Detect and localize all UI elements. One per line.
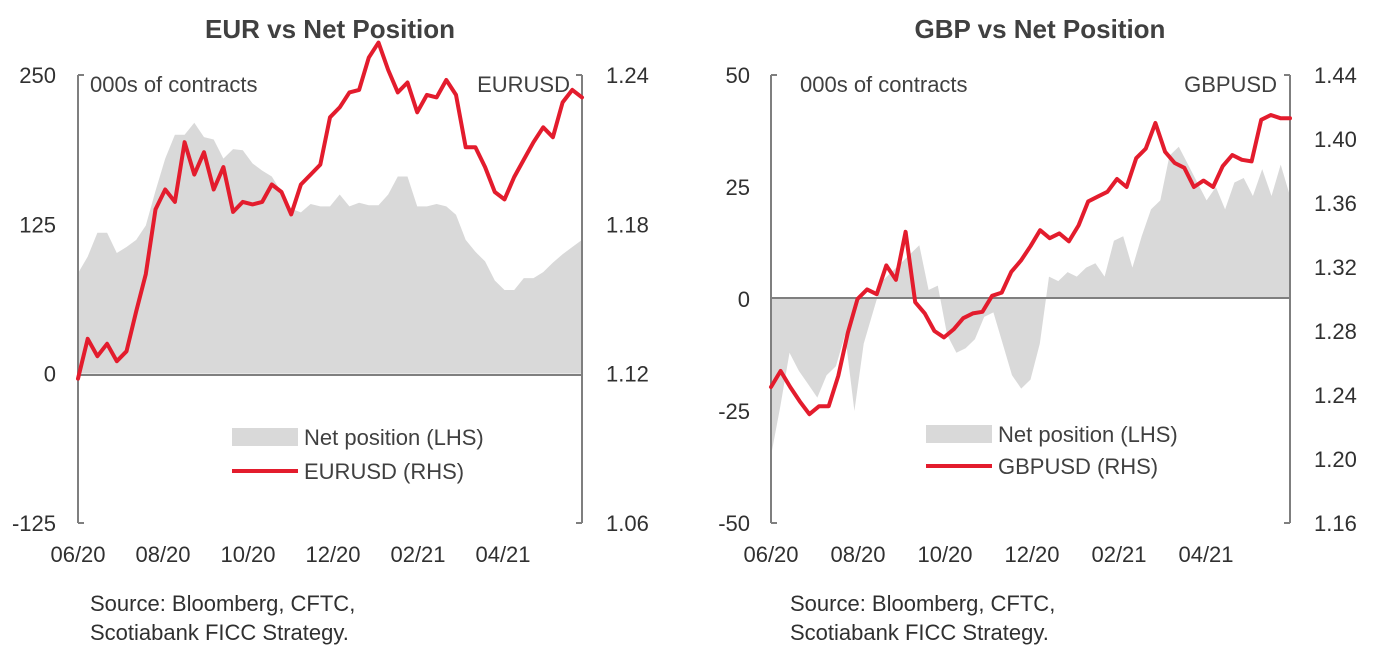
source-line-1: Source: Bloomberg, CFTC, (90, 591, 355, 616)
x-axis-ticks: 06/20 08/20 10/20 12/20 02/21 04/21 (743, 542, 1233, 567)
x-tick-label: 04/21 (1178, 542, 1233, 567)
left-axis-ticks: 250 125 0 -125 (12, 63, 56, 536)
source-line-2: Scotiabank FICC Strategy. (90, 620, 349, 645)
eur-chart: EUR vs Net Position 000s of contracts EU… (12, 14, 649, 645)
x-tick-label: 10/20 (917, 542, 972, 567)
legend-label-line: EURUSD (RHS) (304, 459, 464, 484)
area-layer (771, 146, 1290, 456)
x-tick-label: 08/20 (830, 542, 885, 567)
x-tick-label: 08/20 (135, 542, 190, 567)
x-axis-ticks: 06/20 08/20 10/20 12/20 02/21 04/21 (50, 542, 530, 567)
right-tick-label: 1.40 (1314, 127, 1357, 152)
left-tick-label: 125 (19, 212, 56, 237)
left-tick-label: 0 (738, 287, 750, 312)
units-note: 000s of contracts (800, 72, 968, 97)
left-tick-label: 50 (726, 63, 750, 88)
left-tick-label: 0 (44, 362, 56, 387)
axes (770, 74, 1291, 524)
right-tick-label: 1.28 (1314, 319, 1357, 344)
gbp-chart: GBP vs Net Position 000s of contracts GB… (718, 14, 1357, 645)
left-tick-label: 250 (19, 63, 56, 88)
line-layer (769, 113, 1292, 417)
series-note: GBPUSD (1184, 72, 1277, 97)
left-tick-label: 25 (726, 175, 750, 200)
left-tick-label: -125 (12, 511, 56, 536)
source-line-2: Scotiabank FICC Strategy. (790, 620, 1049, 645)
right-tick-label: 1.24 (1314, 383, 1357, 408)
legend-label-area: Net position (LHS) (304, 425, 484, 450)
x-tick-label: 12/20 (305, 542, 360, 567)
chart-title: GBP vs Net Position (915, 14, 1166, 44)
right-tick-label: 1.32 (1314, 255, 1357, 280)
right-tick-label: 1.18 (606, 212, 649, 237)
legend: Net position (LHS) EURUSD (RHS) (232, 425, 484, 484)
right-axis-ticks: 1.44 1.40 1.36 1.32 1.28 1.24 1.20 1.16 (1314, 63, 1357, 536)
axes (77, 74, 583, 524)
right-tick-label: 1.36 (1314, 191, 1357, 216)
right-tick-label: 1.20 (1314, 447, 1357, 472)
legend-label-area: Net position (LHS) (998, 422, 1178, 447)
left-axis-ticks: 50 25 0 -25 -50 (718, 63, 750, 536)
right-tick-label: 1.06 (606, 511, 649, 536)
left-tick-label: -25 (718, 399, 750, 424)
series-note: EURUSD (477, 72, 570, 97)
x-tick-label: 06/20 (743, 542, 798, 567)
x-tick-label: 04/21 (475, 542, 530, 567)
right-axis-ticks: 1.24 1.18 1.12 1.06 (606, 63, 649, 536)
x-tick-label: 12/20 (1004, 542, 1059, 567)
x-tick-label: 06/20 (50, 542, 105, 567)
area-layer (78, 122, 582, 374)
line-layer (76, 40, 584, 381)
net-position-area (771, 146, 1290, 456)
x-tick-label: 02/21 (1091, 542, 1146, 567)
fx-rate-line (769, 113, 1292, 417)
x-tick-label: 02/21 (390, 542, 445, 567)
right-tick-label: 1.44 (1314, 63, 1357, 88)
right-tick-label: 1.16 (1314, 511, 1357, 536)
right-tick-label: 1.24 (606, 63, 649, 88)
left-tick-label: -50 (718, 511, 750, 536)
net-position-area (78, 122, 582, 374)
legend: Net position (LHS) GBPUSD (RHS) (926, 422, 1178, 479)
units-note: 000s of contracts (90, 72, 258, 97)
x-tick-label: 10/20 (220, 542, 275, 567)
right-tick-label: 1.12 (606, 362, 649, 387)
legend-label-line: GBPUSD (RHS) (998, 454, 1158, 479)
legend-swatch-area (232, 428, 298, 446)
legend-swatch-area (926, 425, 992, 443)
chart-title: EUR vs Net Position (205, 14, 455, 44)
source-line-1: Source: Bloomberg, CFTC, (790, 591, 1055, 616)
fx-rate-line (76, 40, 584, 381)
